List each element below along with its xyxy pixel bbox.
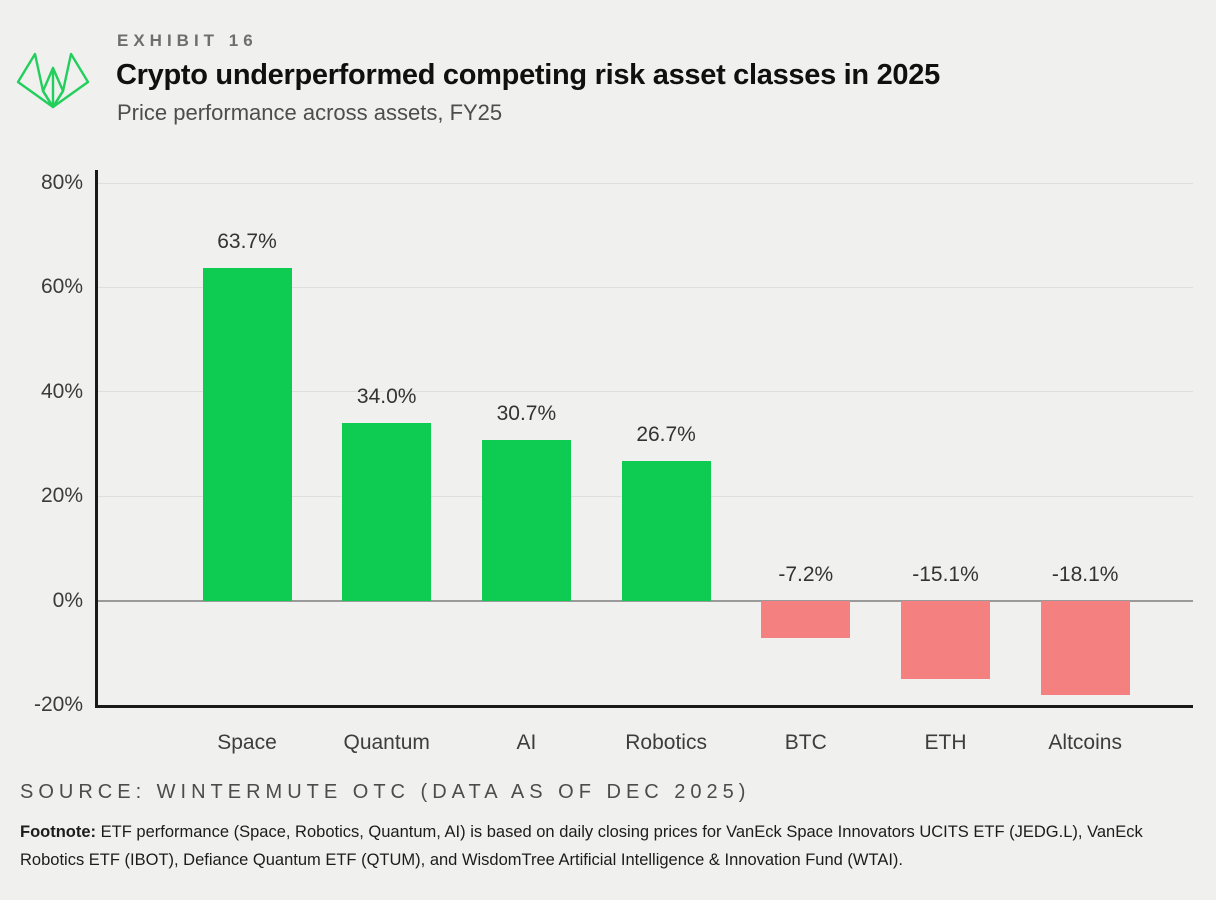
y-axis-line bbox=[95, 170, 98, 708]
x-axis-line bbox=[95, 705, 1193, 708]
bar-altcoins bbox=[1040, 600, 1130, 696]
chart-subtitle: Price performance across assets, FY25 bbox=[117, 100, 503, 125]
footnote-text: ETF performance (Space, Robotics, Quantu… bbox=[20, 823, 1143, 869]
y-axis-tick-label: 40% bbox=[40, 379, 83, 403]
footnote-label: Footnote: bbox=[20, 823, 97, 841]
x-axis-category-label: AI bbox=[516, 731, 537, 754]
bar-value-label: -15.1% bbox=[912, 562, 979, 586]
wintermute-logo-icon bbox=[16, 52, 90, 109]
chart-title: Crypto underperformed competing risk ass… bbox=[116, 59, 940, 91]
footnote: Footnote: ETF performance (Space, Roboti… bbox=[20, 818, 1190, 874]
bar-value-label: 26.7% bbox=[636, 423, 696, 447]
source-line: SOURCE: WINTERMUTE OTC (DATA AS OF DEC 2… bbox=[20, 781, 751, 803]
bar-quantum bbox=[342, 423, 432, 601]
bar-ai bbox=[481, 440, 571, 601]
y-axis-tick-label: 20% bbox=[40, 484, 83, 508]
x-axis-category-label: BTC bbox=[784, 731, 827, 754]
y-gridline bbox=[95, 391, 1193, 393]
y-axis-tick-label: 0% bbox=[52, 588, 83, 612]
bar-value-label: -18.1% bbox=[1051, 562, 1119, 586]
y-axis-tick-label: 60% bbox=[40, 275, 83, 299]
y-axis-tick-label: -20% bbox=[33, 693, 83, 716]
bar-value-label: -7.2% bbox=[778, 562, 834, 586]
zero-gridline bbox=[95, 599, 1193, 602]
y-gridline bbox=[95, 286, 1193, 288]
y-gridline bbox=[95, 182, 1193, 184]
bar-value-label: 30.7% bbox=[496, 402, 557, 426]
y-axis-tick-label: 80% bbox=[40, 171, 83, 195]
x-axis-category-label: Quantum bbox=[343, 731, 430, 754]
bar-robotics bbox=[621, 461, 711, 601]
bar-btc bbox=[761, 600, 851, 639]
bar-space bbox=[202, 268, 292, 601]
x-axis-category-label: Space bbox=[217, 731, 277, 754]
exhibit-number: EXHIBIT 16 bbox=[117, 31, 258, 50]
bar-eth bbox=[901, 600, 990, 680]
bar-value-label: 63.7% bbox=[217, 230, 277, 254]
x-axis-category-label: Robotics bbox=[625, 731, 707, 754]
x-axis-category-label: ETH bbox=[924, 731, 967, 754]
bar-value-label: 34.0% bbox=[356, 385, 417, 409]
x-axis-category-label: Altcoins bbox=[1048, 731, 1122, 754]
